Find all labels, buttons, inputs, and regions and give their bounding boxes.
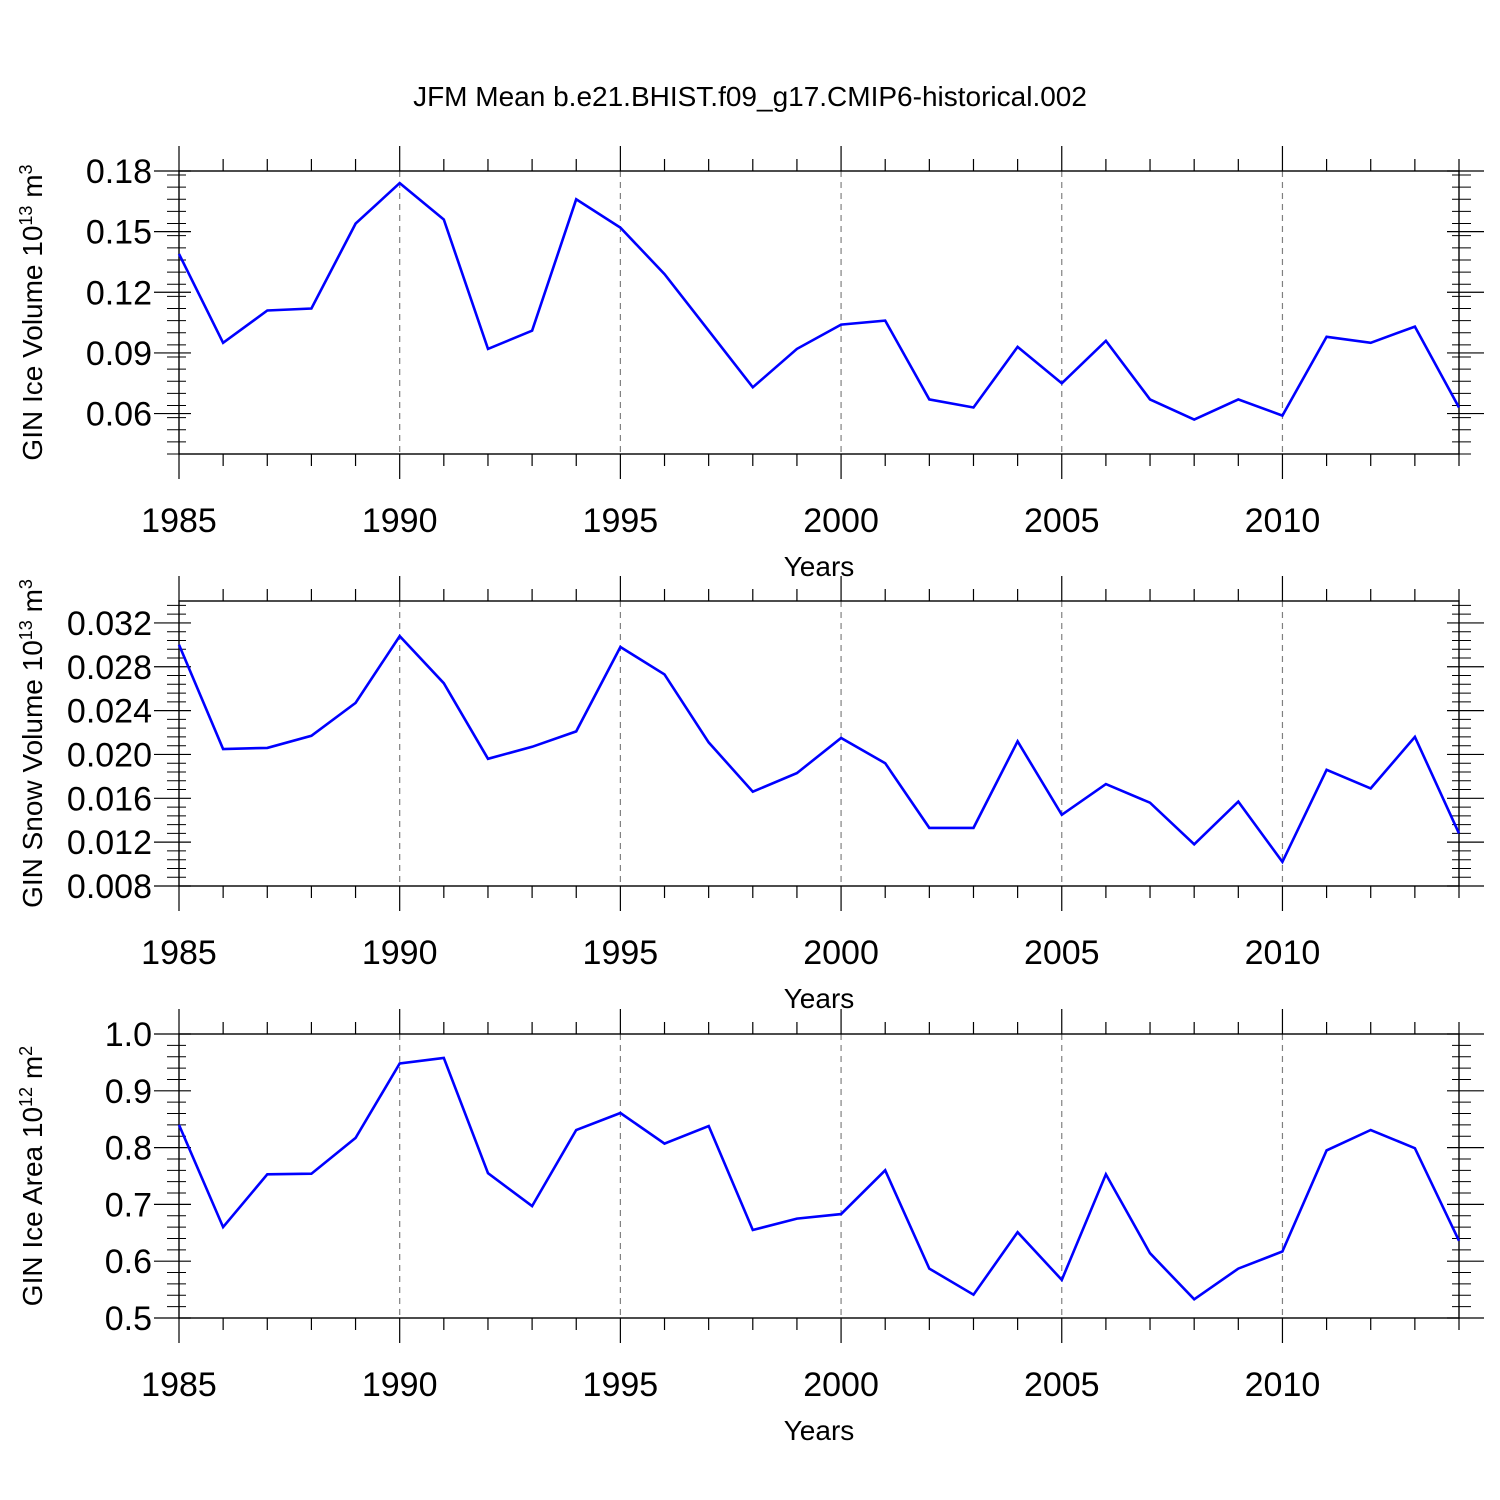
plot-frame: [178, 600, 1460, 887]
y-tick-label: 0.7: [105, 1186, 152, 1224]
y-tick-label: 0.008: [67, 868, 152, 906]
x-tick-label: 2010: [1245, 502, 1321, 540]
x-tick-label: 1995: [583, 1366, 659, 1404]
y-axis-title-part: GIN Ice Area 10: [17, 1107, 48, 1306]
y-axis-title: GIN Snow Volume 1013 m3: [16, 579, 48, 908]
y-axis-title-part: m: [17, 174, 48, 205]
x-tick-label: 2010: [1245, 1366, 1321, 1404]
y-tick-label: 0.028: [67, 649, 152, 687]
x-tick-label: 1985: [141, 502, 217, 540]
y-axis-title-part: m: [17, 589, 48, 620]
y-axis-title-superscript: 13: [16, 620, 36, 640]
x-axis-title: Years: [784, 1415, 855, 1446]
plot-frame: [178, 170, 1460, 455]
y-tick-label: 0.8: [105, 1130, 152, 1168]
x-tick-label: 1995: [583, 934, 659, 972]
y-tick-label: 0.032: [67, 605, 152, 643]
y-axis-title-superscript: 3: [16, 579, 36, 589]
panel-3: 1985 1990 1995 2000 2005 2010 Years 0.5 0.6 0.7 0.…: [16, 1009, 1484, 1446]
y-axis-title-superscript: 3: [16, 164, 36, 174]
y-tick-label: 0.06: [86, 396, 152, 434]
y-axis-title: GIN Ice Volume 1013 m3: [16, 164, 48, 460]
y-tick-label: 0.6: [105, 1243, 152, 1281]
x-tick-label: 2000: [803, 934, 879, 972]
y-tick-label: 0.016: [67, 780, 152, 818]
x-axis-title: Years: [784, 551, 855, 582]
y-tick-label: 0.12: [86, 274, 152, 312]
plot-frame: [178, 1033, 1460, 1319]
panel-2: 1985 1990 1995 2000 2005 2010 Years 0.008 0.012 0…: [16, 576, 1484, 1014]
x-axis-title: Years: [784, 983, 855, 1014]
y-axis-title: GIN Ice Area 1012 m2: [16, 1046, 48, 1306]
x-tick-label: 1985: [141, 1366, 217, 1404]
panel-1: 1985 1990 1995 2000 2005 2010 Years 0.06 0.09 0.1…: [16, 146, 1484, 582]
y-tick-label: 0.012: [67, 824, 152, 862]
figure-title: JFM Mean b.e21.BHIST.f09_g17.CMIP6-histo…: [413, 81, 1087, 112]
y-axis-title-part: GIN Ice Volume 10: [17, 226, 48, 461]
y-tick-label: 1.0: [105, 1016, 152, 1054]
y-tick-label: 0.15: [86, 214, 152, 252]
series-line: [177, 181, 1461, 422]
y-tick-label: 0.18: [86, 153, 152, 191]
x-tick-label: 1990: [362, 1366, 438, 1404]
y-tick-label: 0.09: [86, 335, 152, 373]
y-tick-label: 0.020: [67, 736, 152, 774]
y-axis-title-superscript: 2: [16, 1046, 36, 1056]
y-axis-title-superscript: 12: [16, 1087, 36, 1107]
x-tick-label: 1990: [362, 934, 438, 972]
x-tick-label: 1985: [141, 934, 217, 972]
x-tick-label: 2000: [803, 1366, 879, 1404]
series-line: [177, 1056, 1461, 1302]
x-tick-label: 2005: [1024, 1366, 1100, 1404]
x-tick-label: 2000: [803, 502, 879, 540]
y-tick-label: 0.9: [105, 1073, 152, 1111]
series-line: [177, 634, 1461, 865]
y-axis-title-part: m: [17, 1056, 48, 1087]
x-tick-label: 1990: [362, 502, 438, 540]
x-tick-label: 2010: [1245, 934, 1321, 972]
x-tick-label: 2005: [1024, 502, 1100, 540]
y-tick-label: 0.5: [105, 1300, 152, 1338]
y-axis-title-superscript: 13: [16, 206, 36, 226]
x-tick-label: 2005: [1024, 934, 1100, 972]
y-tick-label: 0.024: [67, 693, 152, 731]
y-axis-title-part: GIN Snow Volume 10: [17, 640, 48, 908]
x-tick-label: 1995: [583, 502, 659, 540]
panels: 1985 1990 1995 2000 2005 2010 Years 0.06 0.09 0.1…: [16, 146, 1484, 1446]
